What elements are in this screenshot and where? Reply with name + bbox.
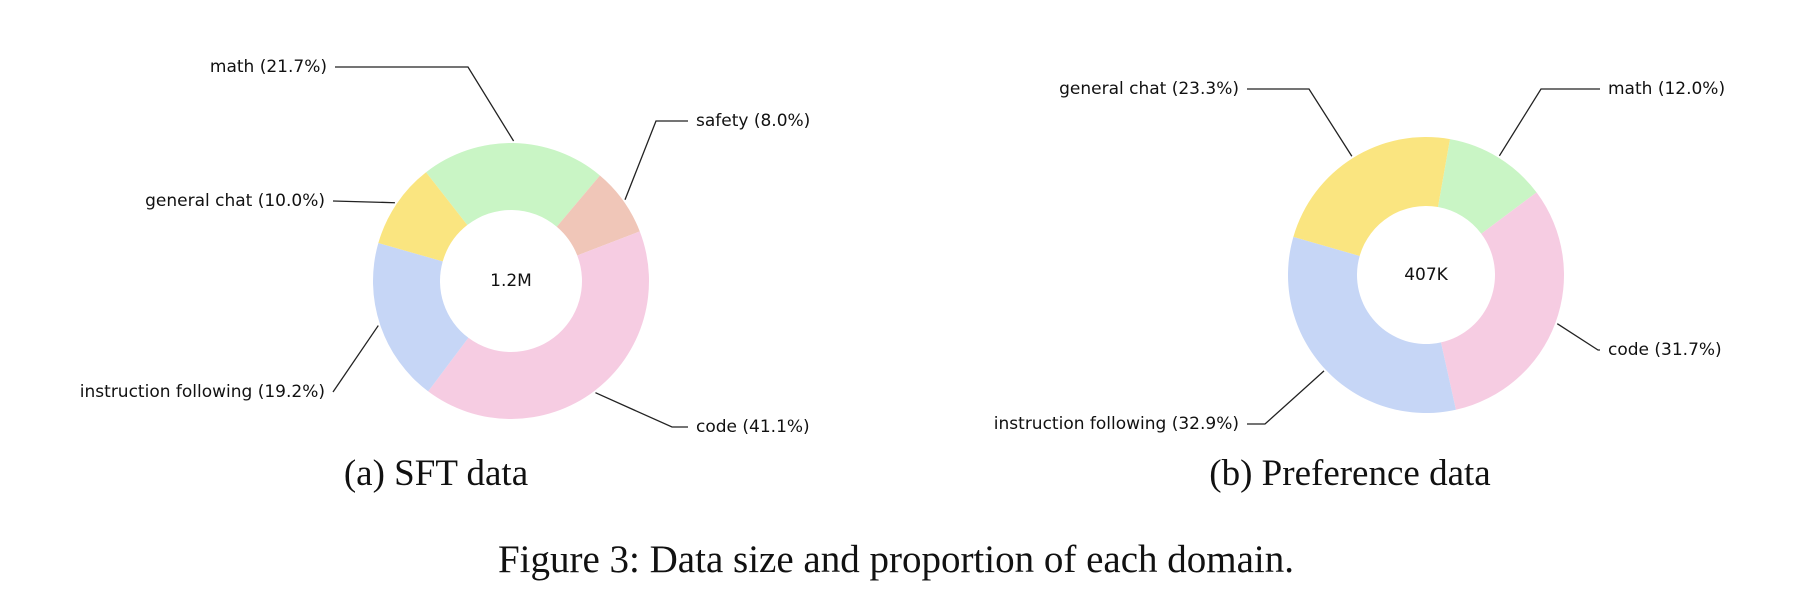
sft-donut-chart: math (21.7%) safety (8.0%) code (41.1%) ins… — [80, 57, 811, 437]
leader-line-math — [335, 66, 515, 142]
leader-line-instruction-following — [1247, 370, 1325, 425]
slice-label-math: math (12.0%) — [1608, 79, 1725, 99]
slice-label-code: code (41.1%) — [696, 417, 810, 437]
slice-label-instruction-following: instruction following (19.2%) — [80, 382, 325, 402]
leader-line-math — [1498, 88, 1600, 157]
slice-label-instruction-following: instruction following (32.9%) — [994, 414, 1239, 434]
slice-safety — [556, 175, 640, 256]
slice-instruction-following — [1288, 236, 1456, 413]
slice-label-general-chat: general chat (23.3%) — [1059, 79, 1239, 99]
slice-general-chat — [378, 172, 468, 262]
slice-label-safety: safety (8.0%) — [696, 111, 810, 131]
slice-math — [1437, 139, 1537, 234]
slice-math — [426, 143, 600, 227]
leader-line-general-chat — [332, 200, 395, 204]
slice-label-code: code (31.7%) — [1608, 340, 1722, 360]
leader-line-safety — [624, 120, 688, 200]
leader-line-code — [595, 392, 688, 428]
figure-caption: Figure 3: Data size and proportion of ea… — [498, 538, 1294, 581]
center-total-label: 407K — [1404, 265, 1448, 285]
slice-general-chat — [1293, 136, 1450, 256]
leader-line-code — [1556, 323, 1600, 351]
slice-label-math: math (21.7%) — [210, 57, 327, 77]
leader-line-general-chat — [1247, 88, 1353, 157]
slice-label-general-chat: general chat (10.0%) — [145, 191, 325, 211]
leader-line-instruction-following — [332, 325, 379, 393]
preference-donut-chart: math (12.0%) code (31.7%) instruction foll… — [994, 79, 1725, 434]
slice-code — [1440, 192, 1565, 410]
slice-instruction-following — [373, 242, 469, 392]
subcaption-sft: (a) SFT data — [344, 453, 528, 494]
slice-code — [428, 231, 649, 419]
subcaption-preference: (b) Preference data — [1209, 453, 1490, 494]
center-total-label: 1.2M — [490, 271, 532, 291]
